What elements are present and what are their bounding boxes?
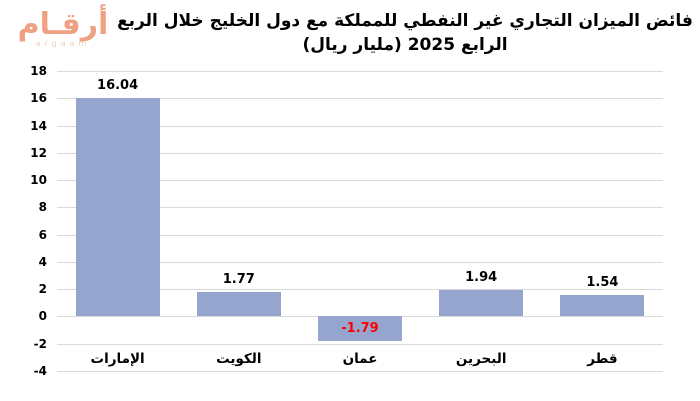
x-category-label: قطر xyxy=(587,351,618,367)
bar-value-label: -1.79 xyxy=(341,320,379,336)
y-tick-label: 8 xyxy=(38,200,47,215)
gridline-y-14 xyxy=(57,125,663,127)
x-category-label: عمان xyxy=(342,351,378,367)
gridline-y--4 xyxy=(57,371,663,372)
bar-value-label: 1.94 xyxy=(465,270,498,285)
bar-4 xyxy=(560,295,645,317)
y-tick-label: 16 xyxy=(30,91,47,106)
bar-value-label: 1.54 xyxy=(586,275,619,291)
bar-value-label: 16.04 xyxy=(97,77,139,93)
chart-title-line1: فائض الميزان التجاري غير النفطي للمملكة … xyxy=(117,11,693,31)
y-tick-label: 18 xyxy=(30,64,47,78)
gridline-y-10 xyxy=(57,180,663,182)
y-tick-label: 10 xyxy=(30,173,47,188)
gridline-y-18 xyxy=(57,71,663,72)
bar-1 xyxy=(196,292,281,317)
bar-value-label: 1.77 xyxy=(222,272,255,288)
gridline-y-2 xyxy=(57,289,663,291)
bar-2 xyxy=(318,316,402,341)
gridline-y-8 xyxy=(57,207,663,209)
y-tick-label: -2 xyxy=(33,336,47,351)
y-tick-label: 4 xyxy=(38,254,47,269)
y-tick-label: 6 xyxy=(38,227,47,242)
y-tick-label: 14 xyxy=(30,118,47,133)
gridline-y-4 xyxy=(57,261,663,263)
chart-title-line2: الرابع 2025 (مليار ريال) xyxy=(302,35,508,55)
y-tick-label: 2 xyxy=(38,282,47,297)
gridline-y-16 xyxy=(57,98,663,100)
argaam-logo: أرقـام argaam xyxy=(8,7,118,49)
chart-title: فائض الميزان التجاري غير النفطي للمملكة … xyxy=(115,9,695,57)
y-tick-label: 0 xyxy=(38,309,47,324)
bar-3 xyxy=(439,290,524,317)
bar-0 xyxy=(75,97,160,317)
argaam-logo-arabic-text: أرقـام xyxy=(17,7,109,42)
gridline-y-12 xyxy=(57,152,663,154)
argaam-logo-latin-text: argaam xyxy=(35,39,91,48)
x-category-label: الإمارات xyxy=(90,351,145,367)
gridline-y--2 xyxy=(57,343,663,345)
y-tick-label: -4 xyxy=(33,364,47,378)
x-category-label: البحرين xyxy=(455,351,507,367)
x-category-label: الكويت xyxy=(216,351,262,367)
gridline-y-6 xyxy=(57,234,663,236)
y-tick-label: 12 xyxy=(30,145,47,160)
